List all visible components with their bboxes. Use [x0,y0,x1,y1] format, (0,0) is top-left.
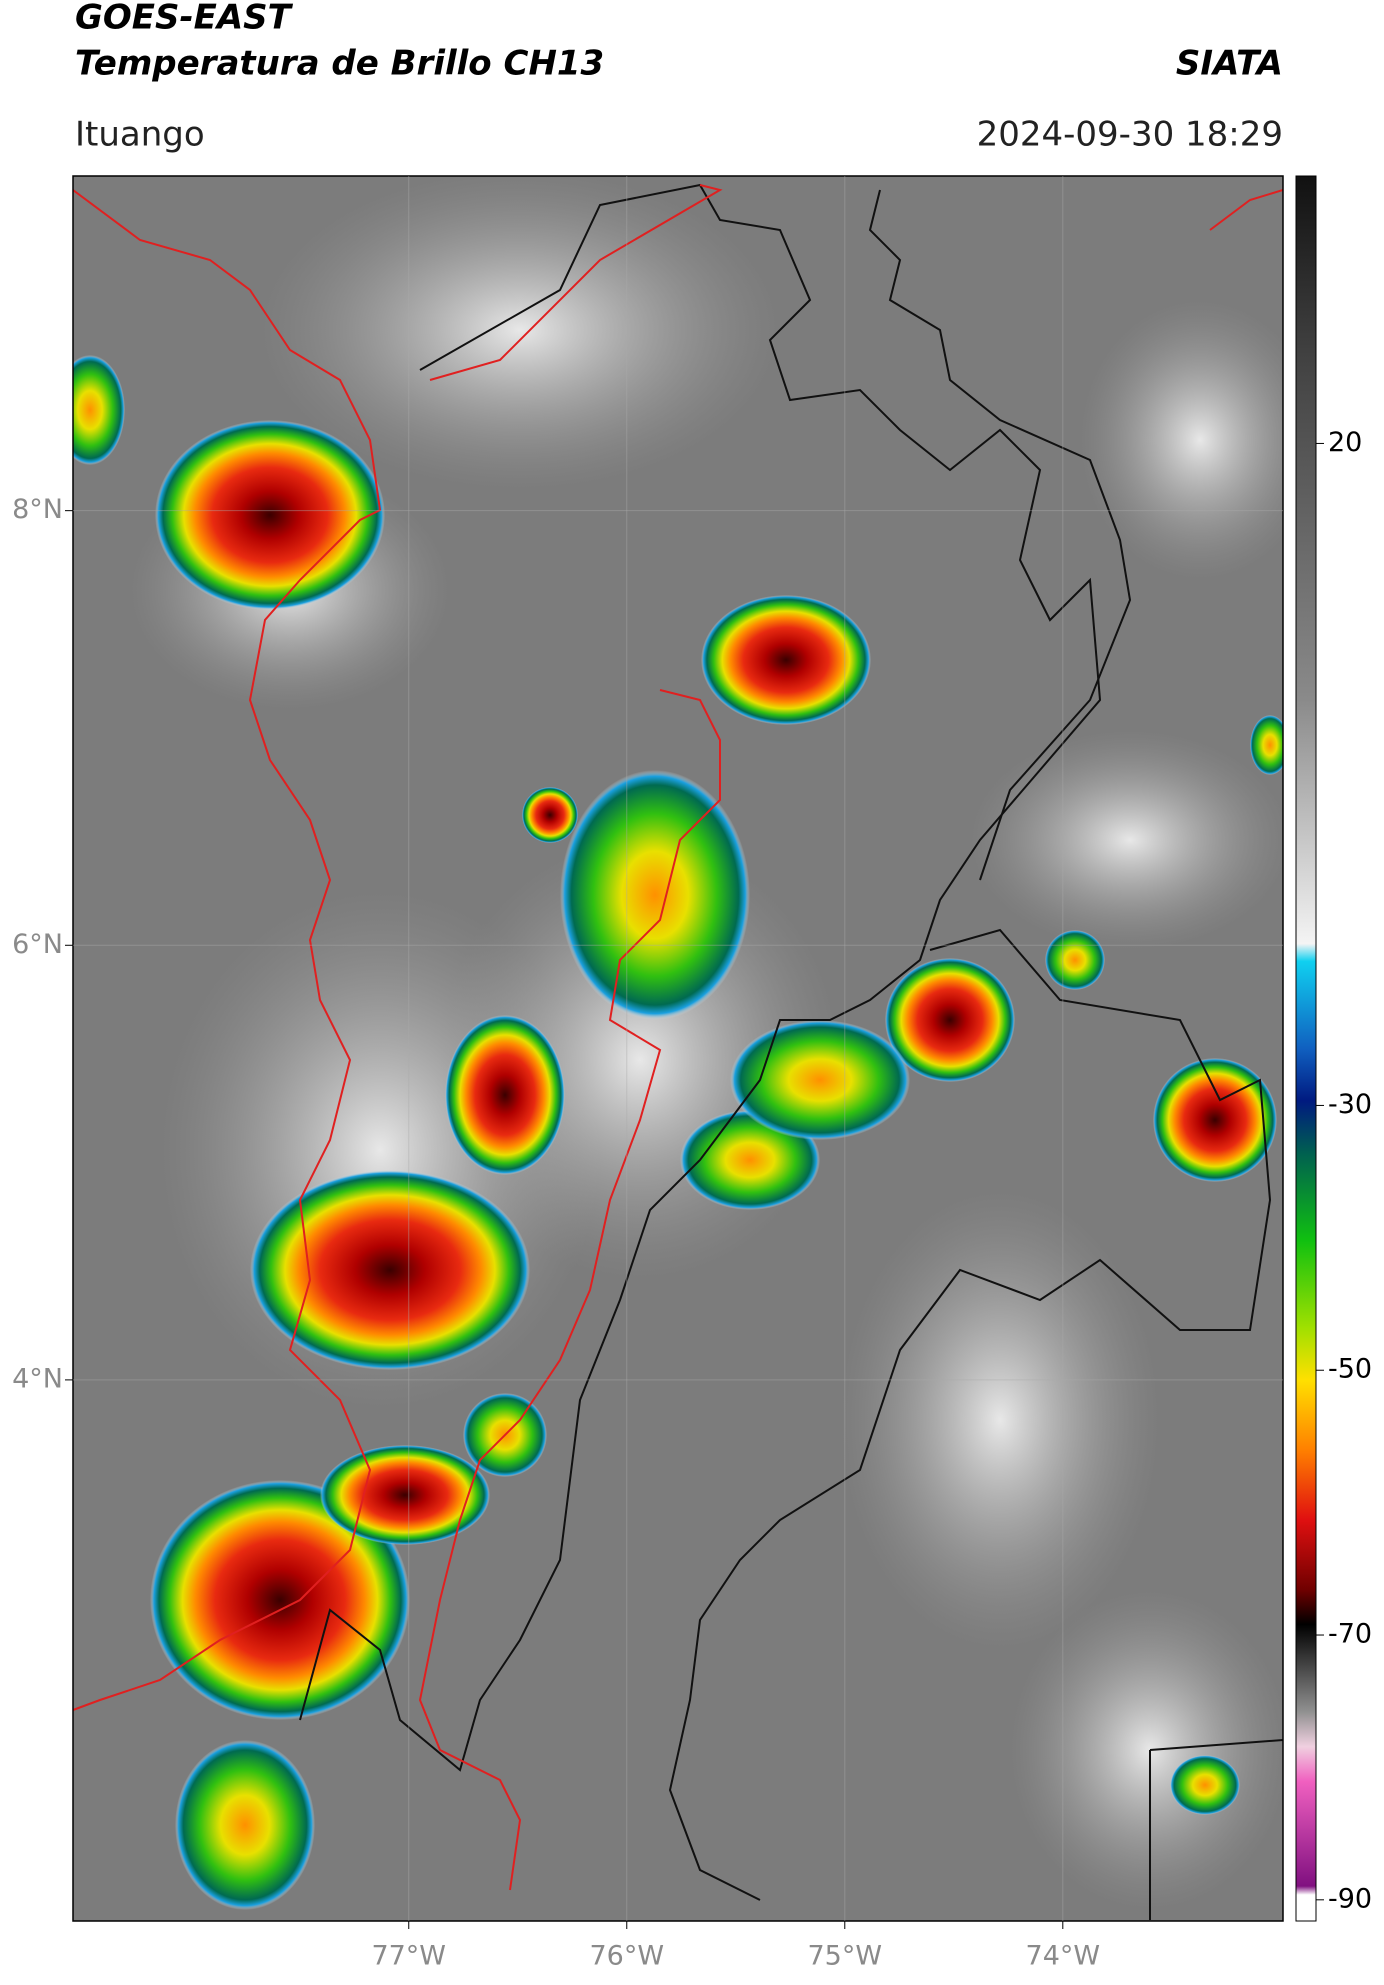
product-title: Temperatura de Brillo CH13 [75,44,604,84]
location: Ituango [75,115,205,155]
source-title: SIATA [1176,44,1283,84]
y-tick-label: 4°N [12,1363,63,1394]
map-frame [72,175,1284,1922]
y-tick-label: 6°N [12,929,63,960]
colorbar-tick-label: -70 [1328,1619,1372,1650]
x-tick-label: 76°W [589,1941,664,1972]
colorbar-tick-label: -50 [1328,1354,1372,1385]
x-tick-label: 75°W [808,1941,883,1972]
colorbar-tick-label: -30 [1328,1089,1372,1120]
satellite-title: GOES-EAST [75,0,294,38]
colorbar-tick-label: -90 [1328,1883,1372,1914]
map-image [73,176,1283,1921]
datetime: 2024-09-30 18:29 [977,115,1283,155]
colorbar [1295,175,1317,1922]
colorbar-tick-label: 20 [1328,427,1362,458]
x-tick-label: 74°W [1026,1941,1101,1972]
y-tick-label: 8°N [12,494,63,525]
x-tick-label: 77°W [371,1941,446,1972]
